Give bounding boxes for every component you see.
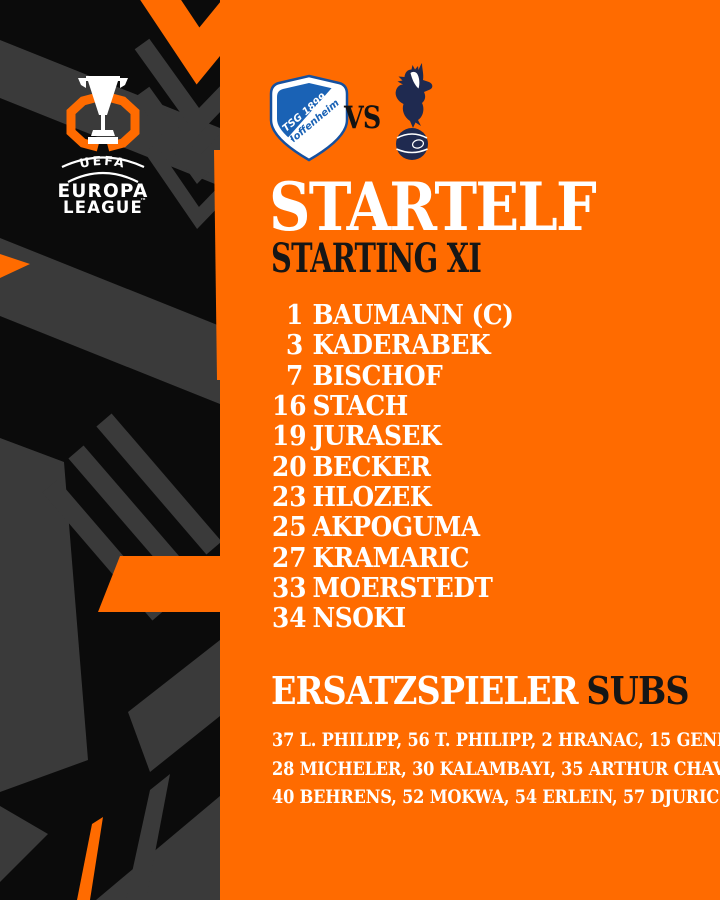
player-name: NSOKI bbox=[312, 603, 406, 635]
lineup-row: 1 BAUMANN (C) bbox=[272, 300, 514, 331]
lineup-row: 20 BECKER bbox=[272, 451, 513, 483]
player-number: 33 bbox=[272, 572, 307, 604]
player-name: BECKER bbox=[312, 451, 431, 483]
player-number: 16 bbox=[272, 390, 307, 422]
lineup-row: 23 HLOZEK bbox=[272, 481, 513, 513]
player-name: STACH bbox=[312, 390, 408, 422]
subs-heading-english: SUBS bbox=[586, 668, 689, 713]
lineup-row: 19 JURASEK bbox=[272, 421, 513, 453]
uefa-europa-league-logo-icon: UEFA EUROPA LEAGUE ™ bbox=[57, 76, 148, 217]
player-number: 25 bbox=[272, 512, 307, 544]
player-name: MOERSTEDT bbox=[312, 572, 493, 604]
player-name: BISCHOF bbox=[312, 360, 443, 392]
lineup-row: 33 MOERSTEDT bbox=[272, 572, 513, 604]
player-name: BAUMANN (C) bbox=[312, 300, 514, 331]
lineup-row: 34 NSOKI bbox=[272, 603, 513, 635]
player-number: 3 bbox=[285, 330, 304, 362]
away-team-badge-tottenham-icon bbox=[395, 63, 433, 160]
svg-text:UEFA: UEFA bbox=[78, 153, 128, 171]
subs-line: 37 L. PHILIPP, 56 T. PHILIPP, 2 HRANAC, … bbox=[272, 729, 720, 751]
player-name: KADERABEK bbox=[312, 330, 491, 362]
lineup-row: 16 STACH bbox=[272, 390, 513, 422]
player-number: 34 bbox=[272, 603, 307, 635]
player-number: 23 bbox=[272, 481, 307, 513]
trademark-symbol: ™ bbox=[140, 197, 147, 205]
uefa-arc-text: UEFA bbox=[78, 153, 126, 171]
lineup-row: 7 BISCHOF bbox=[272, 360, 513, 392]
left-brand-panel: UEFA EUROPA LEAGUE ™ bbox=[0, 0, 220, 900]
lineup-row: 25 AKPOGUMA bbox=[272, 512, 513, 544]
subs-line: 28 MICHELER, 30 KALAMBAYI, 35 ARTHUR CHA… bbox=[272, 757, 720, 780]
league-wordmark: LEAGUE bbox=[63, 198, 143, 217]
page-title: STARTELF bbox=[269, 168, 597, 246]
player-name: AKPOGUMA bbox=[312, 512, 480, 544]
vs-label: VS bbox=[344, 100, 381, 136]
player-name: KRAMARIC bbox=[312, 542, 470, 574]
player-name: HLOZEK bbox=[312, 481, 431, 513]
player-number: 19 bbox=[272, 421, 307, 453]
page-subtitle: STARTING XI bbox=[271, 235, 482, 282]
trophy-icon bbox=[78, 76, 128, 144]
player-number: 7 bbox=[285, 360, 304, 392]
player-number: 27 bbox=[272, 542, 307, 574]
subs-line: 40 BEHRENS, 52 MOKWA, 54 ERLEIN, 57 DJUR… bbox=[272, 786, 720, 809]
lineup-row: 27 KRAMARIC bbox=[272, 542, 513, 574]
lineup-row: 3 KADERABEK bbox=[272, 330, 513, 362]
home-team-badge-hoffenheim-icon: TSG 1899 Hoffenheim bbox=[269, 74, 349, 162]
subs-list: 37 L. PHILIPP, 56 T. PHILIPP, 2 HRANAC, … bbox=[272, 726, 720, 812]
player-name: JURASEK bbox=[312, 421, 442, 453]
subs-heading: ERSATZSPIELER SUBS bbox=[271, 672, 690, 710]
player-number: 20 bbox=[272, 451, 307, 483]
subs-heading-german: ERSATZSPIELER bbox=[271, 668, 579, 713]
starting-xi-list: 1 BAUMANN (C) 3 KADERABEK 7 BISCHOF 16 STACH… bbox=[272, 300, 514, 635]
player-number: 1 bbox=[285, 300, 304, 331]
europa-wordmark: EUROPA bbox=[57, 181, 148, 202]
